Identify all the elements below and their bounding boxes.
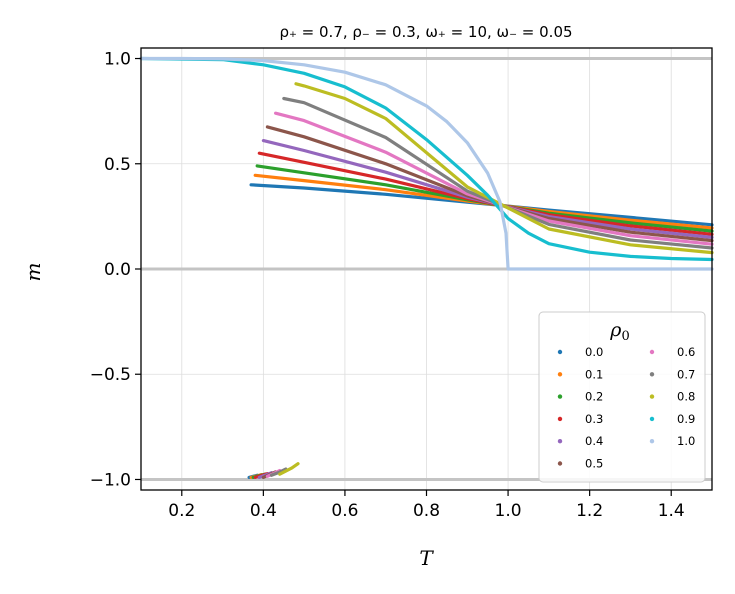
legend-box [538, 311, 706, 483]
legend: ρ0 0.0 0.1 0.2 0.3 0.4 0.5 0.6 0.7 0.8 0.9 1.0 [538, 311, 706, 483]
legend-0-8-label: 0.8 [677, 390, 695, 404]
legend-entries: 0.0 0.1 0.2 0.3 0.4 0.5 0.6 0.7 0.8 0.9 1.0 [557, 345, 695, 471]
series-0-5-upper-line [265, 125, 714, 243]
legend-0-1-marker [557, 372, 563, 377]
x-axis-ticks: 0.2 0.4 0.6 0.8 1.0 1.2 1.4 [168, 490, 685, 521]
legend-0-2-marker [557, 394, 563, 399]
x-tick-label-3: 0.8 [413, 501, 440, 521]
series-0-6-upper-line [274, 111, 714, 246]
legend-0-1-label: 0.1 [585, 367, 603, 381]
series-0-7-lower-line [269, 467, 288, 477]
legend-0-8-marker [649, 394, 655, 399]
legend-0-6-label: 0.6 [677, 345, 695, 359]
legend-0-9-marker [649, 416, 655, 422]
chart-title: ρ₊ = 0.7, ρ₋ = 0.3, ω₊ = 10, ω₋ = 0.05 [279, 23, 572, 41]
legend-0-4-marker [557, 439, 563, 444]
y-axis-label: m [21, 263, 45, 282]
legend-1-0-label: 1.0 [677, 434, 695, 448]
y-axis-ticks: −1.0 −0.5 0.0 0.5 1.0 [90, 50, 141, 490]
series-0-9-upper-line [139, 56, 714, 262]
series-1-0-upper-line [139, 56, 714, 271]
y-tick-label-4: 1.0 [104, 50, 131, 70]
y-tick-label-0: −1.0 [90, 470, 131, 490]
legend-1-0-marker [649, 439, 655, 444]
x-tick-label-4: 1.0 [495, 501, 522, 521]
series-0-7-upper-line [282, 96, 714, 250]
x-tick-label-6: 1.4 [658, 501, 685, 521]
y-tick-label-3: 0.5 [104, 155, 131, 175]
x-tick-label-1: 0.4 [250, 501, 277, 521]
series-0-8-upper-line [294, 82, 714, 255]
legend-0-6-marker [649, 349, 655, 355]
legend-0-7-marker [649, 372, 655, 377]
legend-0-3-marker [557, 416, 563, 422]
series-lines [139, 56, 714, 479]
y-tick-label-2: 0.0 [104, 260, 131, 280]
legend-0-2-label: 0.2 [585, 390, 603, 404]
legend-0-9-label: 0.9 [677, 412, 695, 426]
legend-0-3-label: 0.3 [585, 412, 603, 426]
legend-0-5-label: 0.5 [585, 457, 603, 471]
legend-0-5-marker [557, 461, 563, 466]
x-tick-label-2: 0.6 [331, 501, 358, 521]
y-tick-label-1: −0.5 [90, 365, 131, 385]
legend-0-7-label: 0.7 [677, 367, 695, 381]
x-tick-label-0: 0.2 [168, 501, 195, 521]
series-0-8-lower-line [278, 462, 300, 476]
x-tick-label-5: 1.2 [576, 501, 603, 521]
legend-0-4-label: 0.4 [585, 434, 603, 448]
legend-title: ρ0 [609, 319, 629, 344]
x-axis-label: T [419, 546, 434, 570]
legend-0-0-marker [557, 349, 563, 355]
legend-0-0-label: 0.0 [585, 345, 603, 359]
